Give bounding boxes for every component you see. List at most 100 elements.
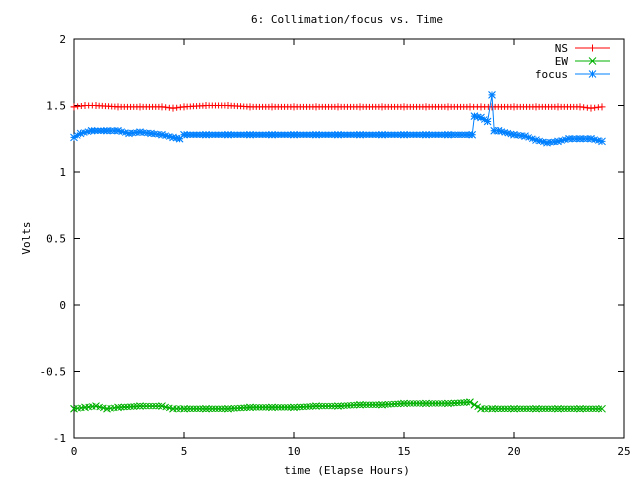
y-axis-label: Volts — [20, 221, 33, 254]
data-point-focus — [224, 130, 232, 139]
data-point-ns — [422, 103, 430, 111]
data-point-focus — [576, 134, 584, 143]
data-point-ew — [422, 399, 430, 408]
data-point-ns — [202, 102, 210, 109]
legend-marker-focus — [588, 70, 597, 78]
data-point-ew — [470, 400, 479, 409]
data-point-ew — [103, 404, 111, 413]
data-point-ew — [378, 400, 386, 409]
legend-marker-ew — [588, 57, 597, 65]
data-point-ew — [202, 404, 210, 413]
data-point-focus — [290, 130, 298, 139]
data-point-ns — [114, 103, 122, 111]
data-point-ew — [290, 403, 298, 412]
data-point-focus — [70, 133, 78, 142]
data-point-ns — [81, 102, 89, 109]
x-tick-label: 5 — [181, 445, 188, 458]
data-point-focus — [510, 130, 518, 139]
data-point-ew — [466, 398, 474, 406]
x-tick-label: 15 — [397, 445, 410, 458]
data-point-focus — [483, 117, 492, 126]
data-point-ns — [169, 104, 177, 112]
data-point-focus — [125, 129, 133, 138]
data-point-ns — [224, 102, 232, 109]
data-point-ew — [180, 404, 188, 413]
data-point-focus — [490, 126, 499, 135]
y-tick-label: -0.5 — [40, 366, 67, 379]
data-point-focus — [400, 130, 408, 139]
data-point-ns — [246, 103, 254, 111]
data-point-focus — [444, 130, 452, 139]
data-point-ns — [334, 103, 342, 111]
y-tick-label: 2 — [59, 33, 66, 46]
data-point-ns — [312, 103, 320, 111]
data-point-ns — [378, 103, 386, 111]
data-point-ew — [158, 402, 166, 410]
data-point-focus — [268, 130, 276, 139]
data-point-ns — [70, 103, 78, 111]
data-point-focus — [175, 134, 184, 143]
data-point-ns — [180, 103, 188, 111]
data-point-ns — [587, 104, 595, 112]
data-point-focus — [87, 126, 96, 135]
data-point-focus — [136, 128, 144, 136]
y-tick-label: 0 — [59, 299, 66, 312]
data-point-ew — [268, 403, 276, 412]
chart-title: 6: Collimation/focus vs. Time — [251, 13, 443, 26]
data-point-focus — [532, 136, 540, 144]
x-tick-label: 0 — [71, 445, 78, 458]
data-point-ew — [598, 404, 606, 413]
data-point-focus — [334, 130, 342, 139]
data-point-ew — [576, 404, 584, 413]
data-point-ew — [70, 404, 78, 413]
data-point-ns — [158, 103, 166, 111]
data-point-ew — [136, 402, 144, 410]
axes-layer: 0 5 10 15 20 25 -1 -0.5 0 0.5 1 1.5 2 — [40, 33, 631, 458]
series-ns — [70, 102, 606, 112]
y-tick-label: 1.5 — [46, 100, 66, 113]
data-point-ew — [477, 404, 485, 413]
data-point-focus — [554, 137, 562, 146]
data-point-ns — [477, 103, 485, 111]
data-point-focus — [494, 126, 503, 135]
data-point-ew — [246, 403, 254, 412]
data-point-focus — [543, 138, 551, 147]
data-point-focus — [488, 91, 496, 99]
data-point-focus — [169, 133, 177, 142]
data-point-focus — [521, 132, 529, 140]
series-ew — [70, 398, 606, 413]
data-point-focus — [378, 130, 386, 139]
x-tick-label: 10 — [287, 445, 300, 458]
data-point-focus — [468, 130, 477, 139]
data-point-ew — [356, 400, 364, 409]
y-tick-label: 0.5 — [46, 233, 66, 246]
data-point-ns — [466, 103, 474, 111]
data-point-focus — [246, 130, 254, 139]
data-point-ew — [510, 404, 518, 413]
x-axis-label: time (Elapse Hours) — [284, 464, 410, 477]
data-point-focus — [114, 126, 122, 135]
data-point-focus — [598, 137, 606, 146]
data-point-ns — [290, 103, 298, 111]
data-point-ew — [81, 403, 89, 412]
data-point-focus — [477, 113, 485, 122]
data-point-ew — [169, 404, 177, 413]
data-point-focus — [158, 130, 166, 139]
series-layer — [70, 91, 606, 413]
data-point-focus — [470, 112, 479, 120]
data-point-ns — [268, 103, 276, 111]
legend-marker-ns — [589, 44, 596, 52]
y-tick-label: 1 — [59, 166, 66, 179]
data-point-ns — [576, 103, 584, 111]
data-point-ew — [488, 404, 496, 413]
data-point-focus — [587, 134, 595, 143]
x-tick-label: 20 — [507, 445, 520, 458]
data-point-ns — [598, 103, 606, 111]
data-point-ns — [136, 103, 144, 111]
data-point-focus — [180, 130, 188, 139]
data-point-ew — [444, 399, 452, 408]
data-point-focus — [202, 130, 210, 139]
